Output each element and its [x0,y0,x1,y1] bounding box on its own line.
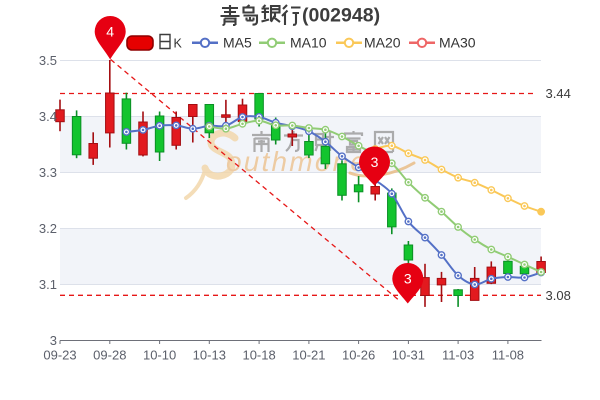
svg-text:10-21: 10-21 [292,348,325,363]
svg-text:10-13: 10-13 [193,348,226,363]
svg-text:3.3: 3.3 [39,165,57,180]
svg-text:3: 3 [50,333,57,348]
svg-text:3.5: 3.5 [39,53,57,68]
svg-text:11-03: 11-03 [442,348,474,363]
svg-text:K: K [174,37,183,51]
svg-text:MA5: MA5 [223,35,252,51]
svg-text:10-26: 10-26 [342,348,375,363]
svg-text:3.44: 3.44 [546,86,571,101]
svg-text:10-18: 10-18 [242,348,275,363]
svg-text:3.1: 3.1 [39,277,57,292]
svg-text:MA20: MA20 [364,35,401,51]
svg-text:11-08: 11-08 [492,348,524,363]
svg-text:3.4: 3.4 [39,109,57,124]
svg-text:4: 4 [106,24,114,40]
svg-text:3.2: 3.2 [39,221,57,236]
svg-text:09-28: 09-28 [93,348,126,363]
svg-text:09-23: 09-23 [43,348,76,363]
svg-text:10-10: 10-10 [143,348,176,363]
svg-text:10-31: 10-31 [392,348,425,363]
svg-text:MA30: MA30 [439,35,476,51]
svg-text:3: 3 [404,271,412,287]
svg-text:3: 3 [371,154,379,170]
svg-text:(002948): (002948) [302,5,380,27]
svg-text:3.08: 3.08 [546,288,571,303]
svg-text:MA10: MA10 [290,35,327,51]
